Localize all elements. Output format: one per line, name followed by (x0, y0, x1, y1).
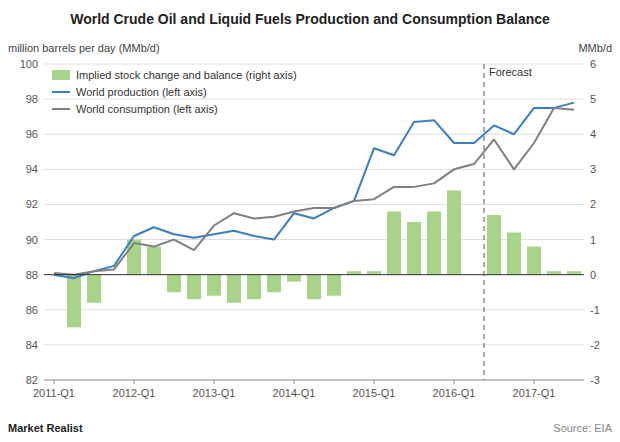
legend-swatch (52, 91, 70, 93)
x-axis-line (44, 380, 584, 381)
y-axis-label: million barrels per day (MMb/d) (8, 42, 160, 54)
y-tick-label: 100 (20, 58, 38, 70)
legend-entry: Implied stock change and balance (right … (76, 69, 297, 81)
bar (87, 275, 101, 303)
y2-tick-label: 2 (590, 198, 596, 210)
bar (287, 275, 301, 282)
x-tick (534, 380, 535, 384)
y2-tick-label: 5 (590, 93, 596, 105)
y-tick-label: 94 (26, 163, 38, 175)
x-tick (374, 380, 375, 384)
x-tick-label: 2016-Q1 (433, 387, 476, 399)
grid-line (44, 344, 584, 345)
y2-tick-label: 4 (590, 128, 596, 140)
x-tick-label: 2014-Q1 (273, 387, 316, 399)
legend-swatch (52, 108, 70, 110)
legend: Implied stock change and balance (right … (52, 69, 297, 115)
y2-tick-label: 6 (590, 58, 596, 70)
grid-line (44, 99, 584, 100)
legend-entry: World production (left axis) (76, 86, 207, 98)
bar (347, 271, 361, 275)
footer-note: Market Realist (8, 422, 83, 434)
bar (147, 247, 161, 275)
y-tick-label: 96 (26, 128, 38, 140)
bar (507, 233, 521, 275)
line (54, 103, 574, 279)
y2-tick-label: 3 (590, 163, 596, 175)
y2-tick-label: 1 (590, 234, 596, 246)
x-tick-label: 2013-Q1 (193, 387, 236, 399)
grid-line (44, 274, 584, 275)
x-tick-label: 2015-Q1 (353, 387, 396, 399)
bar (167, 275, 181, 293)
title: World Crude Oil and Liquid Fuels Product… (70, 11, 550, 27)
y2-tick-label: -3 (590, 374, 600, 386)
grid-line (44, 380, 584, 381)
zero-line (44, 274, 584, 275)
grid (44, 64, 584, 380)
bar (367, 271, 381, 275)
bar (307, 275, 321, 300)
bar (487, 215, 501, 275)
line (54, 108, 574, 275)
x-tick-label: 2011-Q1 (33, 387, 75, 399)
bar (407, 222, 421, 275)
forecast-line (484, 64, 485, 380)
bar (387, 211, 401, 274)
x-tick (214, 380, 215, 384)
bar (207, 275, 221, 296)
bar (567, 271, 581, 275)
chart: World Crude Oil and Liquid Fuels Product… (0, 0, 620, 442)
marks (54, 103, 581, 328)
bar (227, 275, 241, 303)
bar (267, 275, 281, 293)
bar (547, 271, 561, 275)
grid-line (44, 64, 584, 65)
y-tick-label: 88 (26, 269, 38, 281)
grid-line (44, 309, 584, 310)
bar (447, 190, 461, 274)
annotation: Forecast (489, 66, 532, 78)
x-tick-label: 2017-Q1 (513, 387, 556, 399)
legend-entry: World consumption (left axis) (76, 103, 218, 115)
footer-note: Source: EIA (553, 422, 612, 434)
grid-line (44, 134, 584, 135)
bar (247, 275, 261, 300)
x-tick (294, 380, 295, 384)
x-tick (134, 380, 135, 384)
y2-tick-label: 0 (590, 269, 596, 281)
y2-axis-label: MMb/d (578, 42, 612, 54)
grid-line (44, 169, 584, 170)
bar (527, 247, 541, 275)
y-tick-label: 98 (26, 93, 38, 105)
bar (67, 275, 81, 328)
y-tick-label: 90 (26, 234, 38, 246)
x-tick (454, 380, 455, 384)
y2-tick-label: -1 (590, 304, 600, 316)
bar (187, 275, 201, 300)
bar (427, 211, 441, 274)
grid-line (44, 204, 584, 205)
x-tick (54, 380, 55, 384)
y-tick-label: 84 (26, 339, 38, 351)
y-tick-label: 86 (26, 304, 38, 316)
y-tick-label: 82 (26, 374, 38, 386)
legend-swatch (52, 70, 70, 80)
y2-tick-label: -2 (590, 339, 600, 351)
x-tick-label: 2012-Q1 (113, 387, 156, 399)
bar (327, 275, 341, 296)
y-tick-label: 92 (26, 198, 38, 210)
grid-line (44, 239, 584, 240)
